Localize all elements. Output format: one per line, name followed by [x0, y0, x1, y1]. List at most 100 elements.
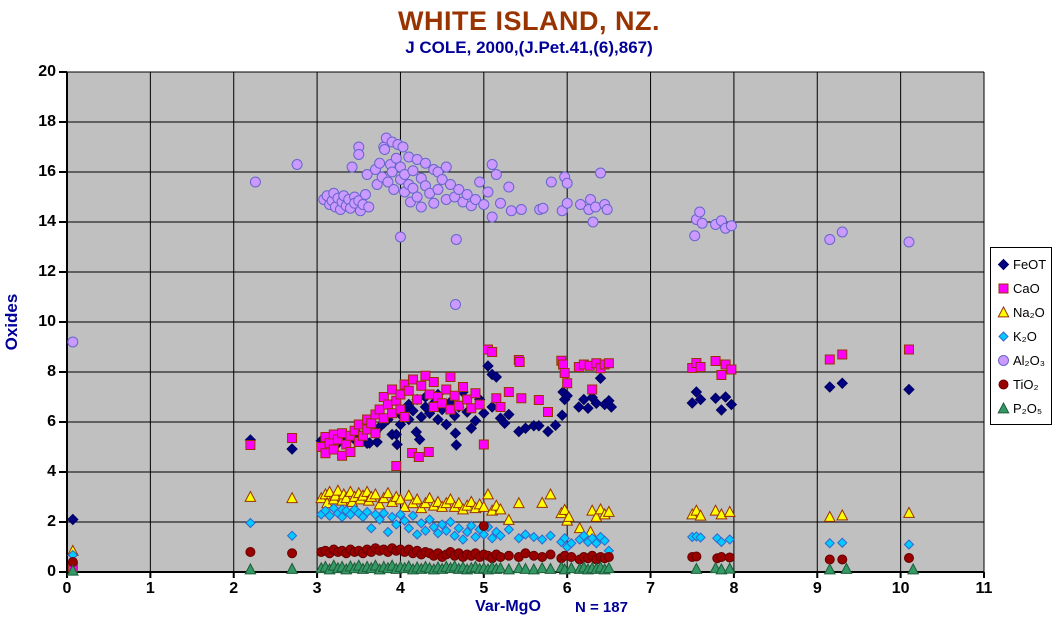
circle-marker-icon [998, 354, 1009, 366]
data-point [416, 518, 427, 529]
data-point [423, 491, 436, 504]
data-point [369, 487, 382, 500]
data-point [407, 165, 419, 177]
data-point [286, 443, 298, 455]
data-point [573, 521, 586, 534]
data-point [388, 184, 400, 195]
data-point [457, 382, 468, 392]
y-tick-label: 20 [38, 63, 56, 80]
data-point [424, 389, 435, 400]
data-point [537, 552, 548, 562]
data-point [561, 197, 573, 209]
data-point [545, 530, 556, 541]
x-tick-label: 6 [562, 580, 572, 597]
data-point [533, 420, 545, 432]
data-point [394, 492, 407, 505]
data-point [387, 408, 398, 419]
y-tick-label: 10 [38, 313, 56, 330]
data-point [723, 562, 736, 574]
data-point [823, 510, 836, 522]
data-point [498, 417, 511, 429]
data-point [566, 552, 577, 562]
y-tick-label: 16 [38, 163, 56, 180]
data-point [391, 461, 402, 471]
data-point [491, 393, 502, 404]
data-point [694, 206, 706, 218]
data-point [561, 177, 573, 189]
data-point [374, 157, 386, 169]
data-point [514, 357, 525, 367]
data-point [403, 523, 414, 534]
data-point [336, 511, 348, 523]
data-point [378, 508, 389, 519]
data-point [716, 536, 727, 548]
data-point [837, 537, 848, 548]
data-point [411, 492, 424, 505]
data-point [445, 372, 456, 382]
data-point [286, 530, 298, 541]
data-point [690, 386, 703, 398]
data-point [428, 377, 439, 387]
data-point [465, 495, 478, 507]
data-point [527, 562, 540, 575]
legend-item-TiO₂: TiO₂ [997, 373, 1051, 395]
data-point [461, 189, 473, 200]
data-point [481, 487, 495, 500]
data-point [470, 388, 481, 399]
data-point [824, 354, 835, 365]
legend-item-Na₂O: Na₂O [997, 301, 1051, 323]
data-point [453, 400, 464, 411]
data-point [328, 444, 339, 455]
data-point [478, 521, 489, 531]
data-point [724, 552, 735, 563]
data-point [602, 505, 615, 517]
data-point [565, 561, 578, 574]
data-point [689, 230, 701, 242]
legend-label: CaO [1013, 280, 1040, 296]
data-point [286, 562, 299, 574]
data-point [545, 176, 557, 188]
data-point [578, 530, 590, 541]
data-point [601, 204, 613, 215]
data-point [244, 490, 257, 502]
data-point [836, 226, 848, 238]
data-point [520, 529, 531, 540]
data-point [391, 438, 403, 451]
data-point [428, 402, 439, 412]
data-point [586, 504, 599, 516]
data-point [558, 503, 571, 515]
data-point [556, 409, 568, 421]
data-point [824, 234, 836, 245]
data-point [353, 149, 365, 160]
data-point [513, 533, 525, 544]
data-point [457, 534, 469, 545]
data-point [403, 385, 414, 396]
data-point [716, 552, 727, 562]
data-point [391, 519, 402, 530]
data-point [478, 529, 490, 540]
data-point [599, 535, 610, 546]
data-point [694, 509, 707, 521]
data-point [444, 492, 457, 505]
data-point [245, 517, 256, 529]
data-point [432, 528, 444, 539]
data-point [558, 359, 569, 370]
x-axis-title: Var-MgO [475, 598, 541, 615]
data-point [407, 182, 419, 194]
data-point [585, 194, 597, 205]
data-point [519, 562, 532, 574]
data-point [67, 513, 79, 526]
data-point [412, 394, 423, 405]
data-point [286, 491, 299, 504]
data-point [559, 533, 570, 544]
data-point [244, 562, 257, 575]
data-point [709, 504, 722, 516]
data-point [824, 381, 836, 393]
data-point [515, 204, 527, 215]
data-point [591, 538, 602, 549]
x-tick-label: 3 [312, 580, 322, 597]
data-point [374, 404, 385, 415]
data-point [420, 525, 431, 536]
data-point [595, 167, 607, 179]
data-point [291, 159, 303, 170]
